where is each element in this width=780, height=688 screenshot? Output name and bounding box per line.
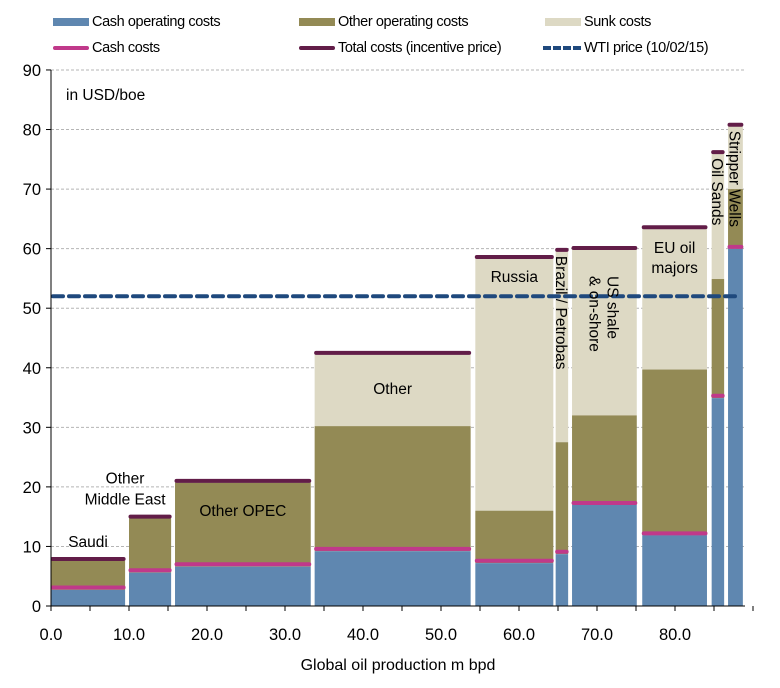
segment-russia xyxy=(474,254,554,606)
bar-other-operating-costs xyxy=(51,560,126,590)
segment-label: US shale xyxy=(603,276,620,339)
bar-cash-operating-costs xyxy=(129,572,172,606)
x-tick-label: 60.0 xyxy=(503,626,535,644)
legend-item-total-costs: Total costs (incentive price) xyxy=(299,40,502,56)
segment-label: Oil Sands xyxy=(708,158,725,225)
y-tick-label: 50 xyxy=(23,300,41,318)
legend-swatch-cash-costs xyxy=(53,46,89,50)
bar-other-operating-costs xyxy=(642,369,707,536)
bar-other-operating-costs xyxy=(572,415,637,505)
segment-saudi xyxy=(50,556,126,606)
bar-cash-operating-costs xyxy=(555,554,569,606)
bars xyxy=(50,122,744,606)
bar-sunk-costs xyxy=(314,352,471,427)
x-axis-title: Global oil production m bpd xyxy=(301,657,496,674)
segment-eu-oil-majors xyxy=(641,225,708,606)
segment-label: majors xyxy=(651,260,698,277)
bar-sunk-costs xyxy=(642,227,707,370)
legend-swatch-cash-operating xyxy=(53,18,89,26)
bar-cash-operating-costs xyxy=(51,589,126,606)
segment-label: Other xyxy=(373,381,412,398)
y-tick-label: 0 xyxy=(32,598,41,616)
legend-label: Total costs (incentive price) xyxy=(338,40,502,56)
bar-sunk-costs xyxy=(728,124,743,190)
y-tick-label: 40 xyxy=(23,360,41,378)
bar-cash-operating-costs xyxy=(572,504,637,606)
segment-other-opec xyxy=(174,478,312,606)
legend-item-cash-operating-costs: Cash operating costs xyxy=(53,14,221,30)
bar-cash-operating-costs xyxy=(728,248,743,606)
legend-swatch-total-costs xyxy=(299,46,335,50)
bar-sunk-costs xyxy=(711,152,725,280)
segment-label: Stripper Wells xyxy=(725,131,742,227)
axes: 0 10 20 30 40 50 60 70 80 90 0.0 10.0 20.0 30.0 40.0 50… xyxy=(23,62,754,644)
bar-cash-operating-costs xyxy=(642,535,707,606)
legend-label: Other operating costs xyxy=(338,14,469,30)
segment-label: EU oil xyxy=(654,240,695,257)
bar-other-operating-costs xyxy=(129,518,172,573)
y-tick-label: 30 xyxy=(23,419,41,437)
bar-cash-operating-costs xyxy=(475,563,554,606)
bar-sunk-costs xyxy=(572,248,637,416)
segment-us-shale-on-shore xyxy=(571,246,638,606)
x-tick-label: 80.0 xyxy=(659,626,691,644)
segment-stripper-wells xyxy=(727,122,744,606)
bar-other-operating-costs xyxy=(314,426,471,552)
segment-label: Russia xyxy=(491,269,539,286)
bar-cash-operating-costs xyxy=(314,551,471,606)
x-tick-label: 70.0 xyxy=(581,626,613,644)
segment-oil-sands xyxy=(711,150,725,606)
segment-other-middle-east xyxy=(128,514,172,606)
y-tick-label: 60 xyxy=(23,241,41,259)
legend-item-wti-price: WTI price (10/02/15) xyxy=(543,40,709,56)
segment-label: Saudi xyxy=(68,534,108,551)
legend-item-other-operating-costs: Other operating costs xyxy=(299,14,469,30)
segment-label: Other xyxy=(106,471,145,488)
legend-label: Cash operating costs xyxy=(92,14,221,30)
segment-label: Other OPEC xyxy=(199,503,286,520)
legend-label: Cash costs xyxy=(92,40,160,56)
legend-swatch-other-operating xyxy=(299,18,335,26)
y-tick-label: 70 xyxy=(23,181,41,199)
y-tick-label: 10 xyxy=(23,538,41,556)
bar-other-operating-costs xyxy=(175,482,311,567)
segment-label: Middle East xyxy=(85,492,167,509)
legend-item-cash-costs: Cash costs xyxy=(53,40,160,56)
x-tick-label: 20.0 xyxy=(191,626,223,644)
unit-label: in USD/boe xyxy=(66,87,145,104)
bar-other-operating-costs xyxy=(728,189,743,249)
x-tick-label: 30.0 xyxy=(269,626,301,644)
legend-label: WTI price (10/02/15) xyxy=(584,40,709,56)
bar-sunk-costs xyxy=(475,256,554,511)
legend-swatch-wti xyxy=(543,46,581,50)
legend-item-sunk-costs: Sunk costs xyxy=(545,14,651,30)
x-tick-label: 0.0 xyxy=(40,626,63,644)
y-tick-label: 80 xyxy=(23,122,41,140)
legend-label: Sunk costs xyxy=(584,14,651,30)
y-tick-label: 90 xyxy=(23,62,41,80)
bar-cash-operating-costs xyxy=(711,398,725,606)
legend-swatch-sunk xyxy=(545,18,581,26)
y-tick-label: 20 xyxy=(23,479,41,497)
segment-label: Brazil / Petrobas xyxy=(552,256,569,370)
bar-other-operating-costs xyxy=(475,510,554,564)
bar-other-operating-costs xyxy=(555,442,569,555)
x-tick-label: 40.0 xyxy=(347,626,379,644)
segment-other xyxy=(314,350,472,606)
x-tick-label: 10.0 xyxy=(113,626,145,644)
segment-label: & on-shore xyxy=(585,276,602,352)
x-tick-label: 50.0 xyxy=(425,626,457,644)
bar-other-operating-costs xyxy=(711,279,725,399)
segment-labels: Saudi Other Middle East Other OPEC Other Russ… xyxy=(68,131,742,551)
bar-cash-operating-costs xyxy=(175,566,311,606)
